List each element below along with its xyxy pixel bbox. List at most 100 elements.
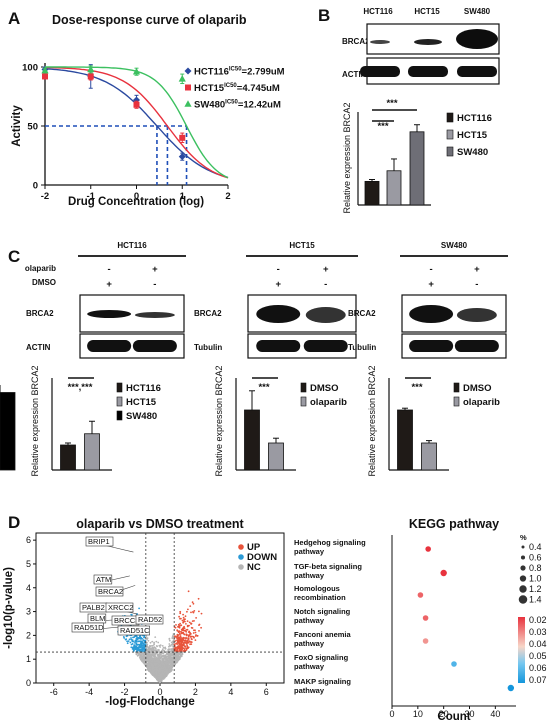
data-point-hct15 <box>42 73 48 80</box>
blot-lane-label: HCT116 <box>363 7 393 16</box>
y-axis-label: -log10(p-value) <box>3 567 15 649</box>
x-tick-label: -1 <box>87 191 96 202</box>
panel-label-b: B <box>318 6 330 25</box>
blot-band <box>370 40 390 44</box>
legend-marker <box>238 564 244 570</box>
gene-label: RAD52 <box>138 615 162 624</box>
blot-band <box>305 307 346 323</box>
size-legend-dot <box>520 555 526 560</box>
legend-marker <box>238 554 244 560</box>
pathway-label: pathway <box>294 662 325 671</box>
blot-band <box>87 310 132 318</box>
blot-title: HCT116 <box>117 241 147 250</box>
x-tick-label: 2 <box>193 687 198 697</box>
x-tick-label: 1 <box>180 191 186 202</box>
blot-row-label: BRCA2 <box>348 309 376 318</box>
y-axis-label: Activity <box>11 105 23 147</box>
size-legend-dot <box>518 595 528 604</box>
legend-swatch <box>446 129 454 140</box>
significance-mark: *** <box>411 382 422 393</box>
y-tick-label: 0 <box>33 181 38 192</box>
x-tick-label: 6 <box>264 687 269 697</box>
pathway-label: Notch signaling <box>294 607 351 616</box>
blot-band <box>409 305 454 323</box>
y-axis-label: Relative expression BRCA2 <box>342 102 352 213</box>
pathway-label: pathway <box>294 571 325 580</box>
legend-swatch <box>453 396 460 407</box>
blot-row-label: BRCA2 <box>194 309 222 318</box>
pathway-label: pathway <box>294 547 325 556</box>
pathway-dot <box>422 638 429 644</box>
gene-label-box <box>95 586 124 597</box>
size-legend-dot <box>520 565 526 571</box>
legend-entry: SW480 <box>126 411 157 422</box>
bar-dmso <box>244 409 260 471</box>
treatment-sign: - <box>153 279 156 290</box>
gene-label: BRCA2 <box>98 587 123 596</box>
blot-band <box>408 66 448 77</box>
legend-marker <box>184 67 192 75</box>
gene-label: XRCC2 <box>108 603 133 612</box>
color-legend-label: 0.05 <box>529 651 547 661</box>
x-tick-label: 10 <box>413 709 423 719</box>
y-tick-label: 0 <box>26 678 31 688</box>
blot-title: HCT15 <box>289 241 315 250</box>
pathway-dot <box>451 661 457 667</box>
x-axis-label: -log-Flodchange <box>105 696 194 708</box>
legend-entry: HCT15 <box>457 130 488 141</box>
pathway-dot <box>417 592 424 598</box>
legend-entry: HCT15 <box>126 397 157 408</box>
y-tick-label: 5 <box>26 559 31 569</box>
legend-swatch <box>446 112 454 123</box>
data-point-sw480 <box>41 66 49 74</box>
size-legend-dot <box>521 545 525 549</box>
treatment-sign: - <box>108 264 111 275</box>
pathway-label: Homologous <box>294 584 340 593</box>
pathway-label: pathway <box>294 686 325 695</box>
fit-curve-hct15 <box>45 66 229 179</box>
blot-band <box>303 340 348 352</box>
x-tick-label: -6 <box>50 687 58 697</box>
blot-band <box>360 66 400 77</box>
blot-row-label: ACTIN <box>342 70 367 79</box>
treatment-sign: + <box>275 279 281 290</box>
data-point-hct15 <box>87 73 94 80</box>
y-axis-label: Relative expression BRCA2 <box>214 365 224 476</box>
chart-title: KEGG pathway <box>409 517 499 531</box>
gene-label-box <box>135 614 164 625</box>
x-tick-label: 2 <box>225 191 230 202</box>
legend-entry: UP <box>247 542 261 553</box>
significance-mark: *** <box>258 382 269 393</box>
bar-hct15 <box>386 170 402 206</box>
legend-entry: SW480IC50=12.42uM <box>194 100 281 111</box>
size-legend-label: 1.2 <box>529 584 542 594</box>
pathway-label: Fanconi anemia <box>294 630 352 639</box>
color-legend-label: 0.02 <box>529 615 547 625</box>
blot-band <box>414 39 442 45</box>
gene-label-box <box>105 602 134 613</box>
pathway-label: TGF-beta signaling <box>294 562 362 571</box>
data-point-sw480 <box>132 67 141 75</box>
gene-label: BRIP1 <box>88 537 110 546</box>
pathway-dot <box>507 684 515 692</box>
legend-entry: DOWN <box>247 552 277 563</box>
legend-swatch <box>453 382 460 393</box>
x-tick-label: -2 <box>121 687 129 697</box>
x-tick-label: 0 <box>389 709 394 719</box>
color-legend-label: 0.03 <box>529 627 547 637</box>
y-tick-label: 100 <box>22 63 38 74</box>
legend-swatch <box>300 382 307 393</box>
legend-entry: olaparib <box>310 397 347 408</box>
x-tick-label: 40 <box>490 709 500 719</box>
legend-entry: HCT116 <box>126 383 161 394</box>
panel-label-d: D <box>8 513 20 532</box>
color-legend-label: 0.07 <box>529 675 547 685</box>
legend-entry: SW480 <box>457 147 488 158</box>
x-tick-label: 0 <box>157 687 162 697</box>
blot-row-label: Tubulin <box>194 343 222 352</box>
legend-swatch <box>116 410 123 421</box>
treatment-sign: + <box>474 264 480 275</box>
color-legend-label: 0.06 <box>529 663 547 673</box>
legend-swatch <box>116 396 123 407</box>
